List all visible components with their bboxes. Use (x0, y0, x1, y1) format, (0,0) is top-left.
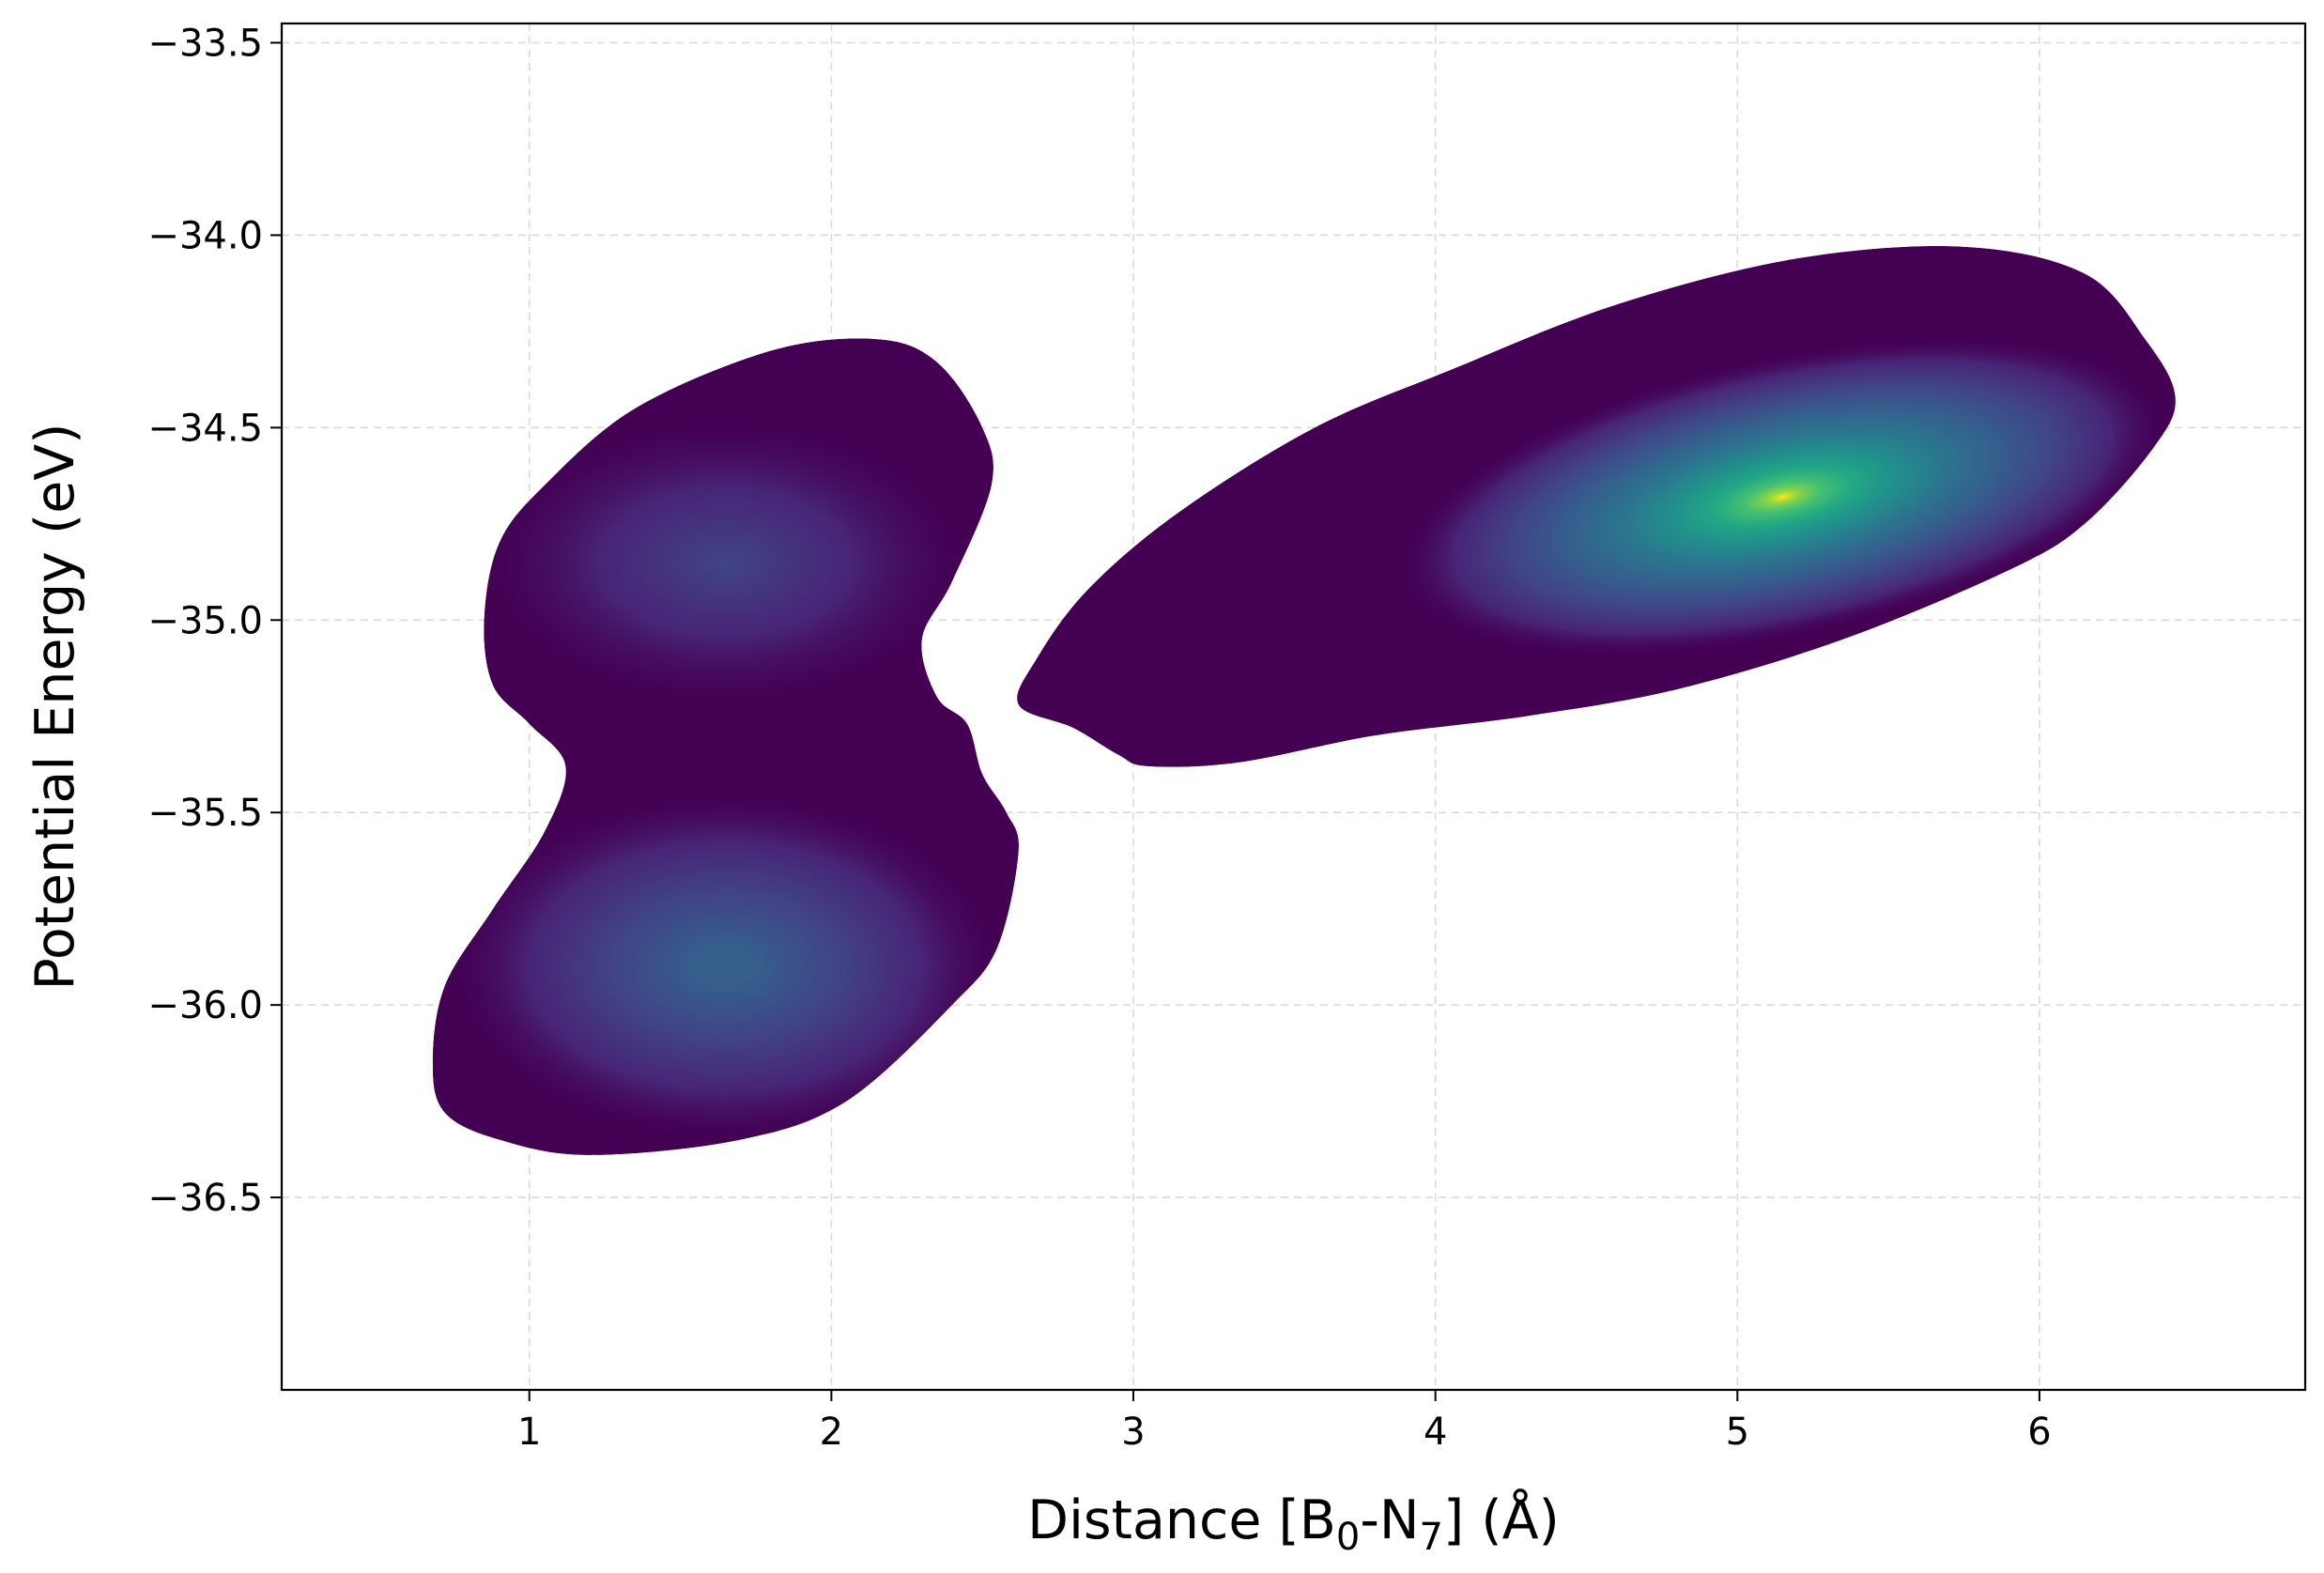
left-cluster (432, 338, 1020, 1155)
plot-frame (280, 22, 2307, 1392)
density-peak (471, 411, 979, 713)
y-tick-label: −34.0 (147, 214, 263, 257)
y-tick-label: −36.0 (147, 984, 263, 1027)
x-tick-label: 6 (2027, 1411, 2051, 1454)
y-tick-label: −35.0 (147, 599, 263, 642)
density-peak (443, 788, 1008, 1146)
axis-ticks: 1 2 3 4 5 6 −33.5 −34.0 −34.5 −35.0 −35.5 −36.0 −36.… (147, 22, 2051, 1454)
x-tick-label: 5 (1726, 1411, 1749, 1454)
x-tick-label: 2 (820, 1411, 843, 1454)
y-tick-label: −33.5 (147, 22, 263, 65)
density-peak (1395, 336, 2170, 657)
y-tick-label: −35.5 (147, 792, 263, 835)
y-tick-label: −34.5 (147, 407, 263, 450)
x-tick-label: 1 (517, 1411, 541, 1454)
y-tick-label: −36.5 (147, 1177, 263, 1220)
density-plot (432, 245, 2176, 1155)
x-tick-label: 3 (1121, 1411, 1145, 1454)
x-axis-label: Distance [B0-N7] (Å) (1027, 1488, 1560, 1559)
x-tick-label: 4 (1424, 1411, 1447, 1454)
grid-lines (282, 23, 2305, 1390)
right-cluster (1017, 245, 2176, 767)
y-axis-label: Potential Energy (eV) (24, 423, 86, 990)
